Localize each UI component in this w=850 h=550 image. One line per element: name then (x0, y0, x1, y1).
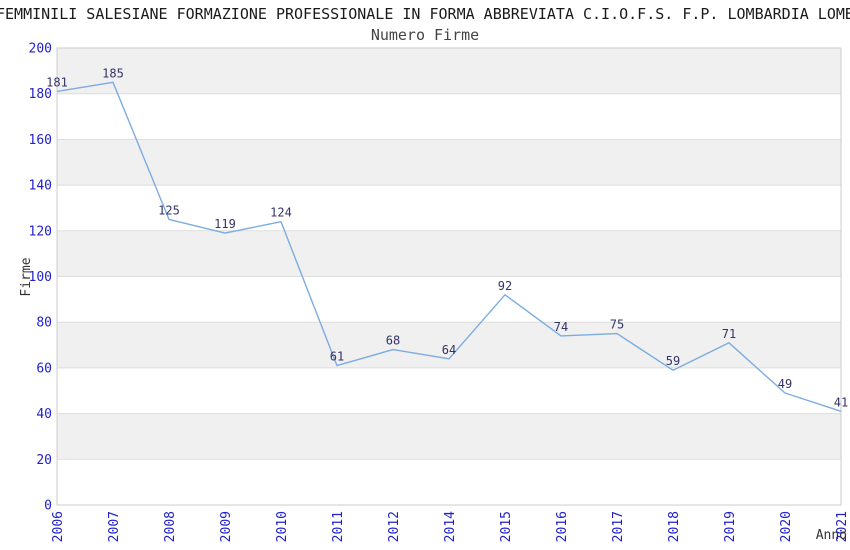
plot-band (57, 367, 841, 414)
y-tick-label: 160 (29, 133, 52, 148)
data-point-label: 61 (330, 350, 344, 364)
data-point-label: 181 (46, 75, 68, 89)
x-tick-label: 2008 (163, 511, 178, 542)
y-tick-label: 0 (44, 499, 52, 514)
x-tick-label: 2017 (611, 511, 626, 542)
plot-border (56, 47, 842, 506)
data-point-label: 185 (102, 66, 124, 80)
plot-band (57, 139, 841, 186)
data-point-label: 71 (722, 327, 736, 341)
y-axis-title: Firme (19, 257, 34, 297)
x-tick-label: 2006 (51, 511, 66, 542)
x-tick-label: 2010 (275, 511, 290, 542)
x-tick-label: 2009 (219, 511, 234, 542)
data-point-label: 75 (610, 318, 624, 332)
plot-band (57, 185, 841, 231)
plot-band (57, 276, 841, 323)
data-point-label: 49 (778, 377, 792, 391)
x-tick-label: 2016 (555, 511, 570, 542)
x-tick-label: 2015 (499, 511, 514, 542)
plot-band (57, 48, 841, 94)
data-point-label: 119 (214, 217, 236, 231)
data-point-label: 124 (270, 206, 292, 220)
data-point-label: 92 (498, 279, 512, 293)
y-tick-label: 120 (29, 224, 52, 239)
chart-title: FEMMINILI SALESIANE FORMAZIONE PROFESSIO… (0, 5, 850, 23)
y-tick-label: 100 (29, 270, 52, 285)
x-tick-label: 2007 (107, 511, 122, 542)
data-point-label: 59 (666, 354, 680, 368)
y-tick-label: 80 (36, 316, 52, 331)
y-tick-label: 180 (29, 87, 52, 102)
series-line (56, 81, 842, 412)
x-tick-label: 2021 (835, 511, 850, 542)
plot-band (57, 413, 841, 460)
y-tick-label: 20 (36, 453, 52, 468)
plot-band (57, 230, 841, 277)
x-tick-label: 2018 (667, 511, 682, 542)
x-tick-label: 2020 (779, 511, 794, 542)
x-tick-label: 2012 (387, 511, 402, 542)
y-tick-label: 40 (36, 407, 52, 422)
chart-subtitle: Numero Firme (370, 26, 480, 44)
plot-band (57, 93, 841, 140)
x-tick-label: 2014 (443, 511, 458, 542)
data-point-label: 68 (386, 334, 400, 348)
data-point-label: 64 (442, 343, 456, 357)
y-tick-label: 140 (29, 179, 52, 194)
plot-band (57, 459, 841, 505)
plot-band (57, 322, 841, 368)
data-point-label: 125 (158, 203, 180, 217)
data-point-label: 41 (834, 395, 848, 409)
x-tick-label: 2011 (331, 511, 346, 542)
data-point-label: 74 (554, 320, 568, 334)
x-axis-title: Anno (815, 528, 847, 543)
y-tick-label: 200 (29, 42, 52, 57)
y-tick-label: 60 (36, 361, 52, 376)
x-tick-label: 2019 (723, 511, 738, 542)
